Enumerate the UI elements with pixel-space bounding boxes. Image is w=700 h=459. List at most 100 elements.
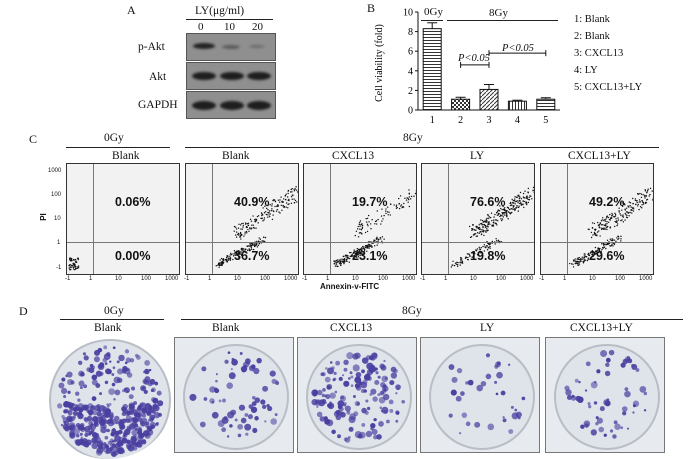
flow-event	[587, 258, 590, 260]
colony	[248, 404, 254, 409]
flow-plot-1: 0.06% 0.00%	[66, 163, 180, 275]
flow-event	[478, 246, 480, 249]
flow-event	[576, 260, 579, 263]
colony	[260, 399, 266, 405]
colony	[237, 433, 242, 438]
colony	[229, 424, 233, 428]
flow-gate-vertical	[93, 164, 94, 274]
flow-event	[241, 228, 243, 230]
bar-1	[422, 28, 442, 111]
flow-event	[508, 212, 511, 214]
flow-event	[617, 235, 620, 238]
flow-event	[467, 256, 469, 259]
flow-event	[220, 257, 223, 260]
colony	[221, 427, 227, 433]
flow-event	[354, 256, 356, 258]
flow-event	[361, 233, 363, 235]
flow-event	[249, 244, 251, 246]
flow-event	[505, 210, 507, 212]
flow-event	[266, 214, 268, 216]
flow-event	[286, 196, 289, 198]
flow-event	[603, 246, 606, 248]
flow-event	[482, 230, 484, 232]
flow-event	[609, 238, 611, 240]
colony	[131, 429, 138, 436]
band-gapdh-0	[192, 101, 216, 110]
flow-event	[355, 252, 357, 255]
flow-event	[69, 259, 71, 262]
flow-event	[487, 229, 489, 231]
colony	[334, 390, 338, 394]
colony	[401, 399, 405, 404]
colony	[147, 381, 153, 387]
flow-event	[584, 259, 587, 261]
flow-event	[382, 218, 384, 220]
flow-plot-3: 19.7% 23.1%	[303, 163, 417, 275]
colony	[613, 420, 618, 425]
flow-event	[596, 231, 599, 233]
colony	[151, 387, 156, 393]
flow-event	[337, 265, 339, 268]
colony	[122, 434, 126, 438]
panel-a-row-p-akt: p-Akt	[138, 41, 165, 53]
colony	[128, 440, 134, 447]
flow-upper-right-percent: 49.2%	[589, 195, 625, 209]
colony	[128, 402, 135, 409]
flow-event	[641, 207, 643, 209]
flow-event	[639, 192, 641, 195]
flow-event	[605, 217, 608, 219]
flow-event	[282, 204, 284, 207]
colony	[381, 389, 386, 394]
flow-event	[479, 250, 481, 253]
flow-event	[240, 254, 243, 257]
colony	[92, 410, 98, 416]
colony	[368, 355, 374, 361]
flow-event	[591, 253, 594, 256]
flow-event	[76, 257, 79, 260]
flow-event	[359, 252, 361, 255]
colony	[496, 371, 503, 379]
colony	[104, 435, 109, 440]
flow-event	[241, 234, 243, 236]
colony	[244, 358, 251, 365]
flow-event	[235, 228, 238, 230]
colony	[326, 383, 333, 390]
flow-event	[233, 230, 235, 232]
panel-a-dose-header: LY(μg/ml)	[195, 5, 245, 17]
colony	[117, 429, 123, 435]
colony	[72, 415, 76, 419]
colony	[66, 371, 73, 378]
flow-event	[226, 257, 228, 259]
colony	[125, 357, 132, 363]
flow-event	[469, 254, 471, 257]
flow-event	[614, 225, 616, 228]
colony	[199, 421, 206, 428]
flow-event	[70, 264, 72, 266]
flow-event	[398, 202, 400, 205]
colony	[343, 359, 349, 366]
flow-event	[504, 207, 506, 209]
flow-event	[518, 202, 521, 205]
flow-event	[581, 258, 583, 260]
flow-event	[637, 203, 639, 206]
colony	[128, 394, 134, 400]
flow-event	[257, 215, 260, 217]
flow-event	[366, 217, 369, 220]
flow-event	[611, 214, 613, 217]
band-p-akt-10	[222, 45, 240, 49]
flow-event	[235, 236, 238, 238]
flow-event	[221, 261, 224, 264]
flow-event	[296, 201, 298, 203]
flow-event	[478, 232, 480, 235]
colony	[350, 384, 354, 388]
colony	[344, 405, 351, 412]
colony	[61, 387, 68, 395]
flow-event	[387, 214, 389, 216]
flow-event	[219, 259, 221, 261]
colony	[605, 357, 611, 363]
flow-event	[488, 217, 490, 220]
flow-event	[250, 242, 253, 245]
colony	[111, 382, 116, 387]
flow-event	[227, 255, 229, 257]
flow-event	[374, 245, 376, 247]
